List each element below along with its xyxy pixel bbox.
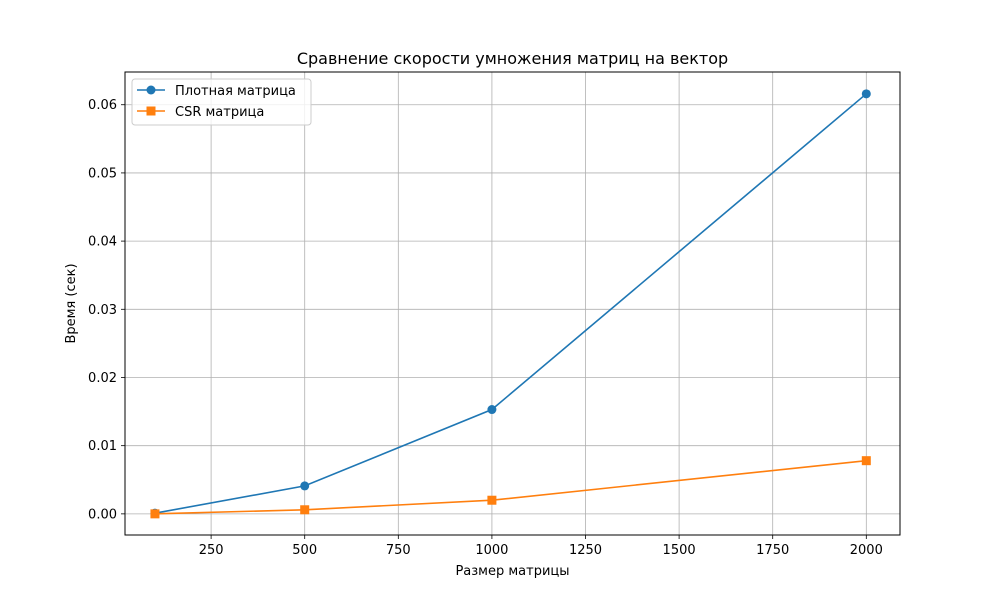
y-axis-label: Время (сек) bbox=[64, 263, 79, 343]
y-tick-label: 0.05 bbox=[88, 166, 117, 181]
x-tick-label: 1000 bbox=[475, 543, 508, 558]
x-tick-label: 750 bbox=[386, 543, 411, 558]
legend-marker-csr bbox=[146, 106, 156, 116]
data-point bbox=[487, 405, 497, 415]
legend-marker-dense bbox=[146, 85, 156, 95]
plot-frame bbox=[124, 71, 901, 536]
data-point bbox=[861, 456, 871, 466]
axis-ticks: 250 500 750 1000 1250 1500 1750 2000 0.00 0.01 0.0… bbox=[88, 98, 883, 558]
data-point bbox=[300, 481, 310, 491]
y-tick-label: 0.02 bbox=[88, 371, 117, 386]
y-tick-label: 0.01 bbox=[88, 439, 117, 454]
legend-box bbox=[131, 78, 312, 126]
chart-title: Сравнение скорости умножения матриц на в… bbox=[297, 49, 728, 68]
legend-label-csr: CSR матрица bbox=[175, 105, 264, 120]
grid bbox=[125, 72, 900, 535]
y-tick-label: 0.04 bbox=[88, 235, 117, 250]
y-tick-label: 0.03 bbox=[88, 303, 117, 318]
legend: Плотная матрица CSR матрица bbox=[131, 78, 312, 126]
data-point bbox=[487, 495, 497, 505]
y-tick-label: 0.06 bbox=[88, 98, 117, 113]
x-tick-label: 2000 bbox=[850, 543, 883, 558]
x-tick-label: 1750 bbox=[756, 543, 789, 558]
series-line-1 bbox=[154, 459, 867, 515]
x-tick-label: 250 bbox=[199, 543, 224, 558]
x-tick-label: 1250 bbox=[569, 543, 602, 558]
y-tick-label: 0.00 bbox=[88, 507, 117, 522]
series-group bbox=[150, 89, 871, 519]
data-point bbox=[150, 509, 160, 519]
data-point bbox=[300, 505, 310, 515]
x-axis-label: Размер матрицы bbox=[455, 564, 569, 579]
series-line-0 bbox=[154, 93, 867, 514]
legend-label-dense: Плотная матрица bbox=[175, 84, 296, 99]
x-tick-label: 500 bbox=[292, 543, 317, 558]
data-point bbox=[861, 89, 871, 99]
x-tick-label: 1500 bbox=[663, 543, 696, 558]
